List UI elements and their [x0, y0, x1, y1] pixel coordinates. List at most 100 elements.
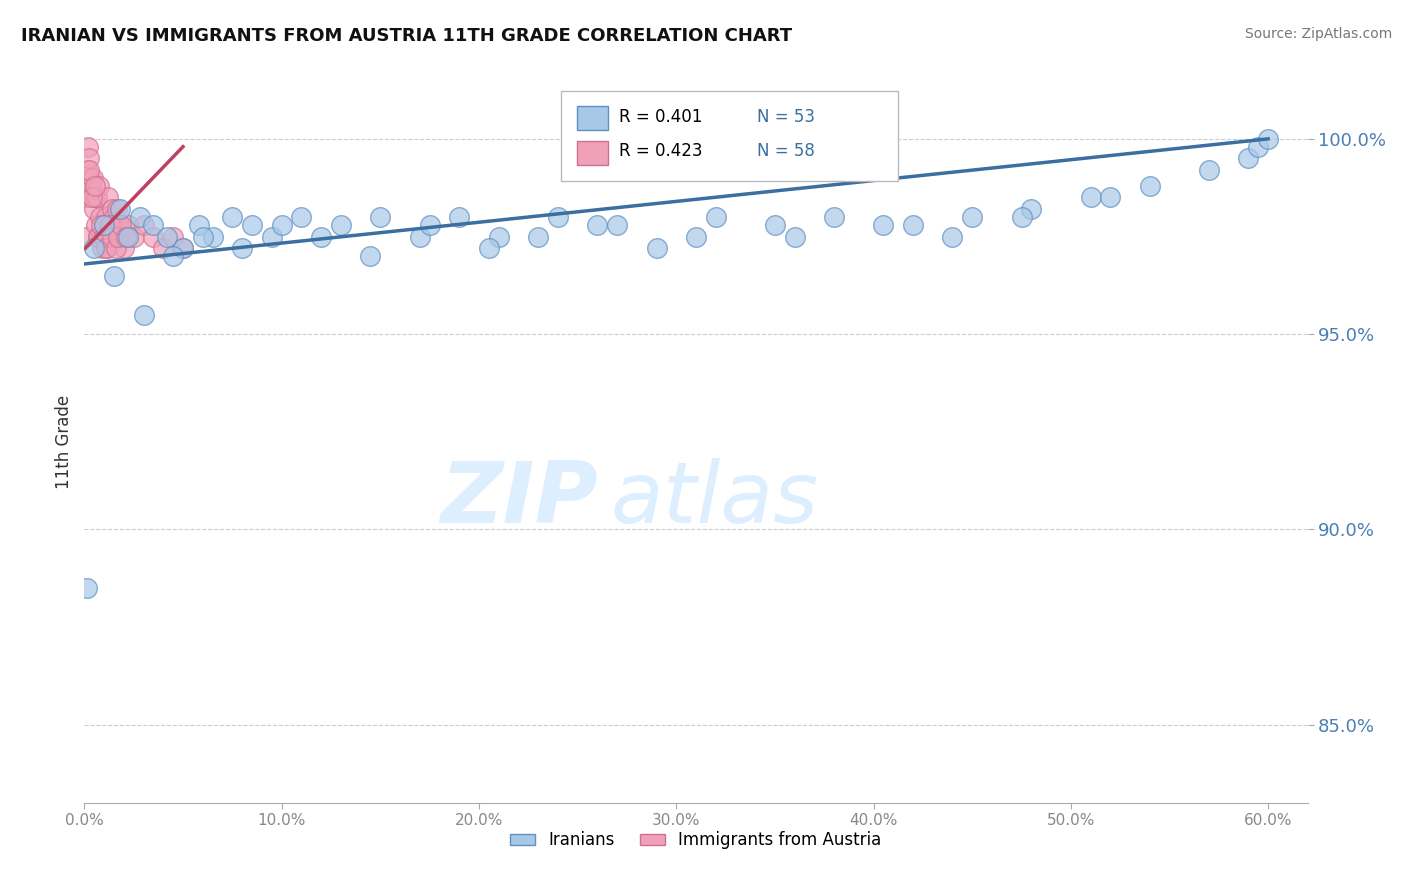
Point [82, 170, 104, 185]
Point [823, 210, 845, 224]
Bar [578, 141, 607, 165]
Point [763, 218, 786, 232]
Point [108, 229, 131, 244]
Point [478, 241, 501, 255]
Point [152, 241, 174, 255]
Point [94, 210, 117, 224]
Point [1021, 202, 1043, 216]
Text: Source: ZipAtlas.com: Source: ZipAtlas.com [1244, 27, 1392, 41]
Point [606, 218, 628, 232]
Point [449, 210, 471, 224]
Point [77, 139, 100, 153]
Point [86, 190, 108, 204]
Point [132, 218, 155, 232]
Point [111, 229, 134, 244]
Point [260, 229, 283, 244]
Point [112, 241, 135, 255]
Text: R = 0.423: R = 0.423 [619, 142, 703, 160]
Point [872, 218, 894, 232]
Point [96, 241, 118, 255]
Point [75, 229, 97, 244]
Point [117, 229, 139, 244]
Point [132, 308, 155, 322]
Point [527, 229, 550, 244]
Point [1247, 139, 1270, 153]
Point [91, 229, 114, 244]
Point [409, 229, 432, 244]
Point [191, 229, 214, 244]
Point [108, 202, 131, 216]
Point [101, 229, 124, 244]
Point [76, 163, 98, 178]
Point [783, 229, 806, 244]
Point [98, 218, 121, 232]
Point [87, 229, 110, 244]
Point [80, 190, 103, 204]
Point [201, 229, 224, 244]
Point [80, 178, 103, 193]
Point [108, 218, 131, 232]
Point [93, 218, 115, 232]
Point [98, 229, 121, 244]
Point [162, 229, 184, 244]
Legend: Iranians, Immigrants from Austria: Iranians, Immigrants from Austria [503, 824, 889, 856]
Point [84, 218, 107, 232]
Point [1099, 190, 1122, 204]
Point [645, 241, 668, 255]
Point [101, 202, 124, 216]
Point [105, 202, 128, 216]
Point [941, 229, 963, 244]
Point [290, 210, 312, 224]
Point [83, 178, 105, 193]
Point [107, 218, 129, 232]
Y-axis label: 11th Grade: 11th Grade [55, 394, 73, 489]
Point [901, 218, 924, 232]
Point [82, 190, 104, 204]
Point [87, 229, 110, 244]
Point [187, 218, 209, 232]
Point [359, 249, 381, 263]
Point [240, 218, 263, 232]
Point [221, 210, 243, 224]
Point [96, 241, 118, 255]
Point [172, 241, 194, 255]
Point [704, 210, 727, 224]
Point [1198, 163, 1220, 178]
Point [77, 163, 100, 178]
Point [1011, 210, 1033, 224]
Point [104, 241, 127, 255]
Point [547, 210, 569, 224]
Text: R = 0.401: R = 0.401 [619, 108, 702, 126]
Point [122, 229, 145, 244]
Point [98, 218, 121, 232]
Point [142, 229, 165, 244]
Point [79, 170, 101, 185]
Point [270, 218, 292, 232]
Point [104, 218, 127, 232]
Point [93, 229, 115, 244]
Point [231, 241, 253, 255]
Point [76, 581, 98, 595]
Point [1139, 178, 1161, 193]
Point [117, 218, 139, 232]
Point [103, 268, 125, 283]
Point [90, 218, 112, 232]
Point [97, 190, 120, 204]
Point [101, 229, 124, 244]
Point [83, 202, 105, 216]
Point [960, 210, 983, 224]
Point [172, 241, 194, 255]
Text: N = 58: N = 58 [758, 142, 815, 160]
Point [84, 190, 107, 204]
Point [128, 210, 150, 224]
Point [89, 178, 111, 193]
Point [93, 218, 115, 232]
Point [1257, 132, 1279, 146]
Point [89, 210, 111, 224]
Point [83, 241, 105, 255]
Point [586, 218, 609, 232]
Point [329, 218, 352, 232]
Point [114, 229, 136, 244]
Point [1080, 190, 1102, 204]
Point [103, 210, 125, 224]
